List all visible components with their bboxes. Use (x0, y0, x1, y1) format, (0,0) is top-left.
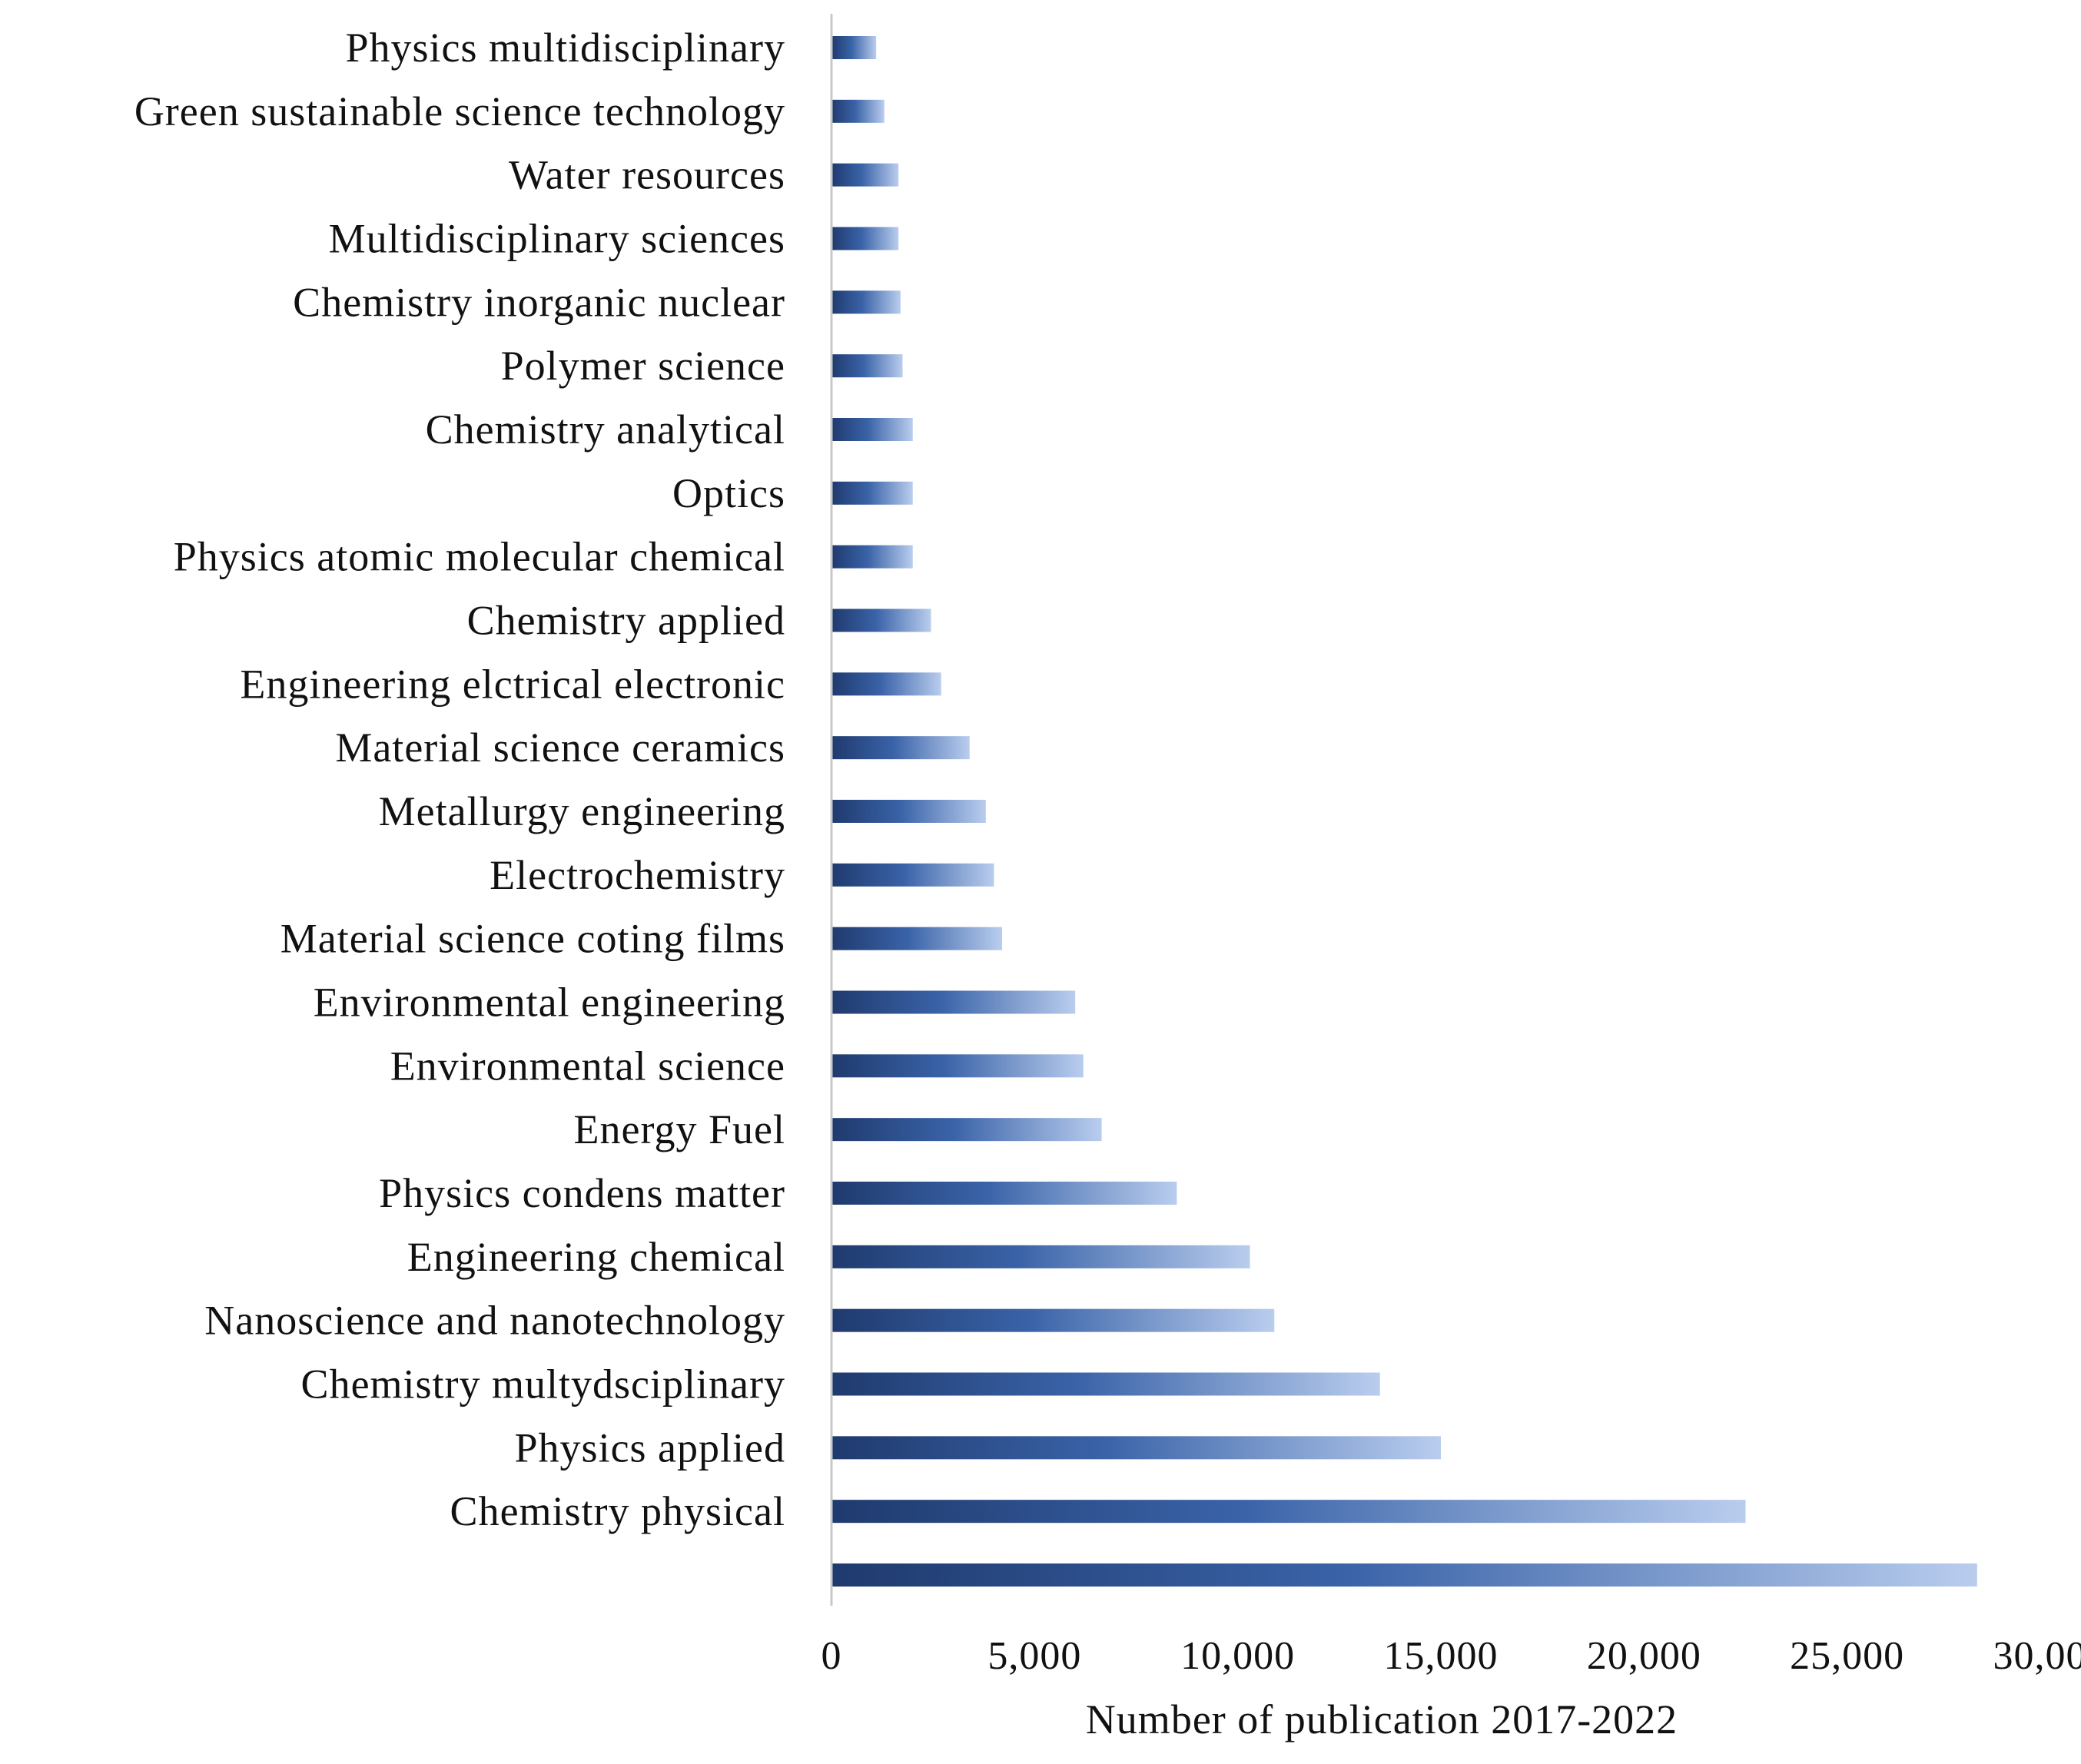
bars-layer (831, 36, 1977, 1587)
bar-multidisciplinary-sciences (831, 227, 899, 250)
bar-physics-applied (831, 1436, 1441, 1460)
category-label: Physics atomic molecular chemical (174, 534, 785, 580)
bar-chemistry-analytical (831, 418, 913, 441)
category-label: Engineering elctrical electronic (240, 661, 785, 707)
bar-polymer-science (831, 354, 903, 378)
x-tick-label: 20,000 (1587, 1634, 1701, 1678)
bar-water-resources (831, 163, 899, 187)
category-label: Electrochemistry (490, 852, 785, 898)
category-label: Multidisciplinary sciences (329, 216, 785, 262)
x-axis-title: Number of publication 2017-2022 (1086, 1696, 1678, 1742)
category-label: Chemistry analytical (426, 406, 785, 453)
bar-chemistry-applied (831, 608, 931, 632)
bar-physics-condens-matter (831, 1182, 1177, 1205)
category-label: Chemistry physical (450, 1488, 785, 1534)
bar-metallurgy-engineering (831, 800, 986, 823)
category-labels: Physics multidisciplinary Green sustainab… (134, 25, 785, 1534)
category-label: Water resources (509, 152, 785, 198)
bar-environmental-engineering (831, 990, 1076, 1014)
category-label: Physics condens matter (379, 1170, 785, 1216)
x-axis-ticks: 0 5,000 10,000 15,000 20,000 25,000 30,000 (821, 1634, 2081, 1678)
bar-green-sustainable-science-technology (831, 99, 885, 123)
category-label: Energy Fuel (574, 1106, 785, 1152)
bar-unlabeled (831, 1563, 1977, 1587)
bar-engineering-elctrical-electronic (831, 672, 941, 696)
x-tick-label: 5,000 (987, 1634, 1081, 1678)
bar-energy-fuel (831, 1118, 1102, 1142)
category-label: Physics multidisciplinary (346, 25, 786, 71)
x-tick-label: 0 (821, 1634, 842, 1678)
category-label: Engineering chemical (407, 1234, 785, 1280)
bar-material-science-coting-films (831, 927, 1003, 950)
bar-material-science-ceramics (831, 736, 970, 760)
category-label: Material science ceramics (335, 724, 785, 771)
bar-nanoscience-and-nanotechnology (831, 1308, 1275, 1332)
category-label: Physics applied (515, 1424, 785, 1471)
bar-engineering-chemical (831, 1245, 1250, 1268)
x-tick-label: 10,000 (1180, 1634, 1295, 1678)
x-tick-label: 25,000 (1790, 1634, 1904, 1678)
category-label: Environmental science (390, 1043, 785, 1089)
bar-physics-atomic-molecular-chemical (831, 545, 913, 569)
category-label: Green sustainable science technology (134, 88, 785, 134)
category-label: Chemistry applied (467, 598, 785, 644)
category-label: Environmental engineering (314, 980, 785, 1026)
category-label: Nanoscience and nanotechnology (204, 1298, 785, 1344)
bar-optics (831, 481, 913, 505)
bar-electrochemistry (831, 863, 994, 887)
bar-chemistry-inorganic-nuclear (831, 290, 901, 314)
category-label: Chemistry multydsciplinary (301, 1361, 785, 1408)
bar-chemistry-multydsciplinary (831, 1372, 1380, 1396)
bar-physics-multidisciplinary (831, 36, 877, 59)
x-tick-label: 15,000 (1384, 1634, 1499, 1678)
x-tick-label: 30,000 (1993, 1634, 2081, 1678)
bar-chemistry-physical (831, 1500, 1746, 1524)
category-label: Optics (672, 470, 785, 516)
category-label: Material science coting films (280, 916, 785, 962)
category-label: Metallurgy engineering (379, 788, 785, 834)
category-label: Chemistry inorganic nuclear (293, 279, 785, 325)
bar-environmental-science (831, 1054, 1084, 1078)
category-label: Polymer science (501, 343, 785, 389)
